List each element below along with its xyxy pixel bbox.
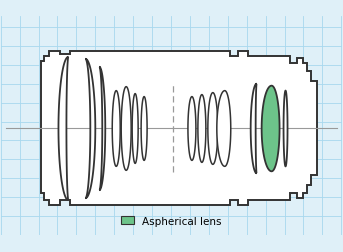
Polygon shape xyxy=(132,94,138,164)
Polygon shape xyxy=(121,87,131,171)
Polygon shape xyxy=(99,68,105,191)
Legend: Aspherical lens: Aspherical lens xyxy=(117,212,226,230)
Polygon shape xyxy=(188,97,196,161)
Polygon shape xyxy=(208,93,218,165)
Polygon shape xyxy=(58,57,68,200)
Polygon shape xyxy=(262,86,280,172)
Polygon shape xyxy=(141,97,147,161)
Polygon shape xyxy=(251,84,257,174)
Polygon shape xyxy=(217,91,231,167)
Polygon shape xyxy=(85,59,95,198)
Polygon shape xyxy=(112,91,120,167)
Polygon shape xyxy=(198,95,206,163)
Polygon shape xyxy=(40,52,317,205)
Polygon shape xyxy=(284,91,287,167)
